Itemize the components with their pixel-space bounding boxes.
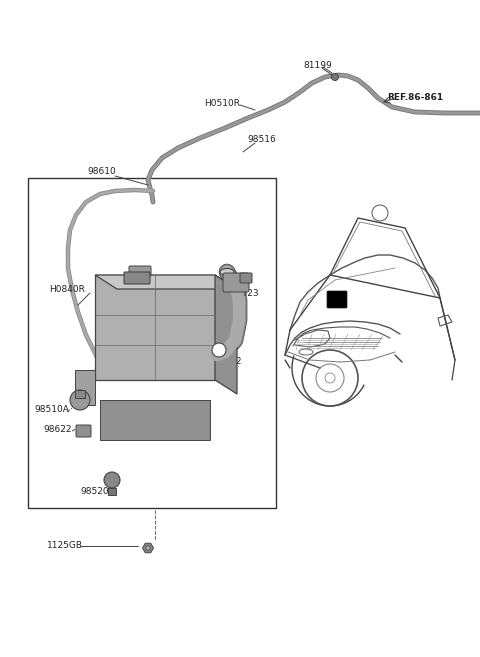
- Text: 98510A: 98510A: [35, 405, 70, 415]
- FancyBboxPatch shape: [327, 291, 347, 308]
- Text: 98516: 98516: [248, 135, 276, 143]
- FancyBboxPatch shape: [76, 425, 91, 437]
- Circle shape: [70, 390, 90, 410]
- Text: 98622: 98622: [44, 426, 72, 434]
- Polygon shape: [95, 275, 215, 380]
- Circle shape: [332, 74, 338, 81]
- Polygon shape: [215, 275, 237, 394]
- Bar: [28, 178, 276, 508]
- Circle shape: [104, 472, 120, 488]
- Polygon shape: [95, 275, 237, 289]
- FancyBboxPatch shape: [75, 390, 85, 398]
- Text: 81199: 81199: [304, 60, 332, 70]
- FancyBboxPatch shape: [108, 488, 116, 495]
- Ellipse shape: [220, 269, 234, 275]
- Text: 98620: 98620: [136, 353, 164, 361]
- Polygon shape: [100, 400, 210, 440]
- Text: H0510R: H0510R: [204, 99, 240, 108]
- Text: 98402: 98402: [214, 357, 242, 367]
- FancyBboxPatch shape: [124, 272, 150, 284]
- Text: REF.86-861: REF.86-861: [387, 93, 443, 101]
- Text: 1125GB: 1125GB: [47, 541, 83, 551]
- FancyBboxPatch shape: [223, 273, 249, 292]
- Text: 98610: 98610: [88, 168, 116, 177]
- FancyBboxPatch shape: [129, 266, 151, 276]
- Circle shape: [212, 343, 226, 357]
- Text: 98520D: 98520D: [80, 487, 116, 497]
- FancyBboxPatch shape: [240, 273, 252, 283]
- Text: H0840R: H0840R: [49, 286, 85, 294]
- Text: 98623: 98623: [231, 290, 259, 298]
- Polygon shape: [75, 370, 95, 405]
